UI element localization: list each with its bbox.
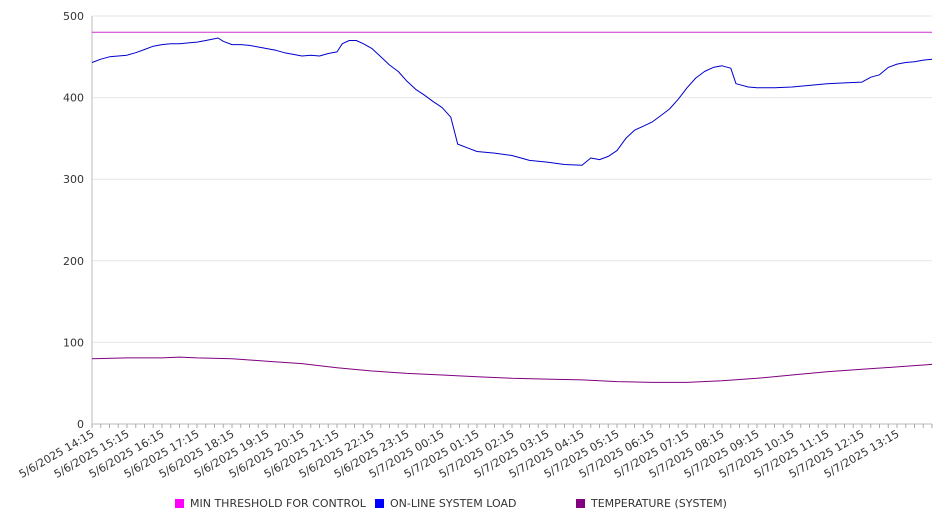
series-line-temperature-system xyxy=(91,356,933,383)
x-axis-tick-labels: 5/6/2025 14:155/6/2025 15:155/6/2025 16:… xyxy=(17,427,902,481)
y-tick-label: 100 xyxy=(63,336,84,349)
series-lines xyxy=(91,31,933,383)
y-tick-label: 400 xyxy=(63,92,84,105)
legend-swatch xyxy=(375,499,384,508)
legend-label: ON-LINE SYSTEM LOAD xyxy=(390,497,517,510)
legend-label: TEMPERATURE (SYSTEM) xyxy=(591,497,727,510)
y-tick-label: 500 xyxy=(63,10,84,23)
legend-swatch xyxy=(175,499,184,508)
legend-label: MIN THRESHOLD FOR CONTROL xyxy=(190,497,366,510)
series-line-on-line-system-load xyxy=(91,37,933,166)
x-axis-ticks xyxy=(91,424,933,428)
y-tick-label: 0 xyxy=(77,418,84,431)
legend-item: TEMPERATURE (SYSTEM) xyxy=(576,497,727,510)
legend-item: ON-LINE SYSTEM LOAD xyxy=(375,497,516,510)
gridlines xyxy=(92,15,932,343)
y-axis-tick-labels: 0 100 200 300 400 500 xyxy=(63,10,84,431)
legend-item: MIN THRESHOLD FOR CONTROL xyxy=(175,497,366,510)
y-tick-label: 300 xyxy=(63,173,84,186)
y-tick-label: 200 xyxy=(63,255,84,268)
legend: MIN THRESHOLD FOR CONTROL ON-LINE SYSTEM … xyxy=(0,497,946,515)
axes xyxy=(91,16,932,425)
legend-swatch xyxy=(576,499,585,508)
